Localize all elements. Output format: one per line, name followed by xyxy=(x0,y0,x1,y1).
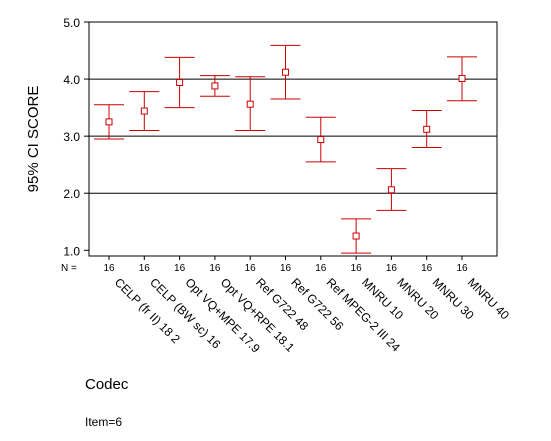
n-value: 16 xyxy=(315,263,327,274)
n-label: N = xyxy=(61,263,77,274)
mean-marker xyxy=(176,78,184,86)
item-footnote: Item=6 xyxy=(85,415,123,429)
n-value: 16 xyxy=(386,263,398,274)
y-tick-label: 5.0 xyxy=(63,16,80,30)
n-value: 16 xyxy=(280,263,292,274)
n-value: 16 xyxy=(209,263,221,274)
mean-marker xyxy=(317,136,325,144)
n-value: 16 xyxy=(103,263,115,274)
y-tick-label: 1.0 xyxy=(63,244,80,258)
mean-marker xyxy=(458,75,466,83)
category-label: CELP (fr II) 18 2 xyxy=(112,275,183,346)
n-value: 16 xyxy=(351,263,363,274)
n-value: 16 xyxy=(456,263,468,274)
mean-marker xyxy=(140,107,148,115)
mean-marker xyxy=(105,118,113,126)
y-axis-title: 95% CI SCORE xyxy=(25,86,42,193)
mean-marker xyxy=(211,82,219,90)
mean-marker xyxy=(352,232,360,240)
mean-marker xyxy=(282,68,289,76)
n-value: 16 xyxy=(245,263,257,274)
x-axis-title: Codec xyxy=(85,376,129,393)
n-value: 16 xyxy=(139,263,151,274)
n-value: 16 xyxy=(174,263,186,274)
mean-marker xyxy=(387,186,395,194)
plot-frame xyxy=(88,21,498,257)
n-value: 16 xyxy=(421,263,433,274)
y-tick-label: 4.0 xyxy=(63,73,80,87)
mean-marker xyxy=(246,100,254,108)
y-tick-label: 2.0 xyxy=(63,187,80,201)
mean-marker xyxy=(423,125,431,133)
y-tick-label: 3.0 xyxy=(63,130,80,144)
